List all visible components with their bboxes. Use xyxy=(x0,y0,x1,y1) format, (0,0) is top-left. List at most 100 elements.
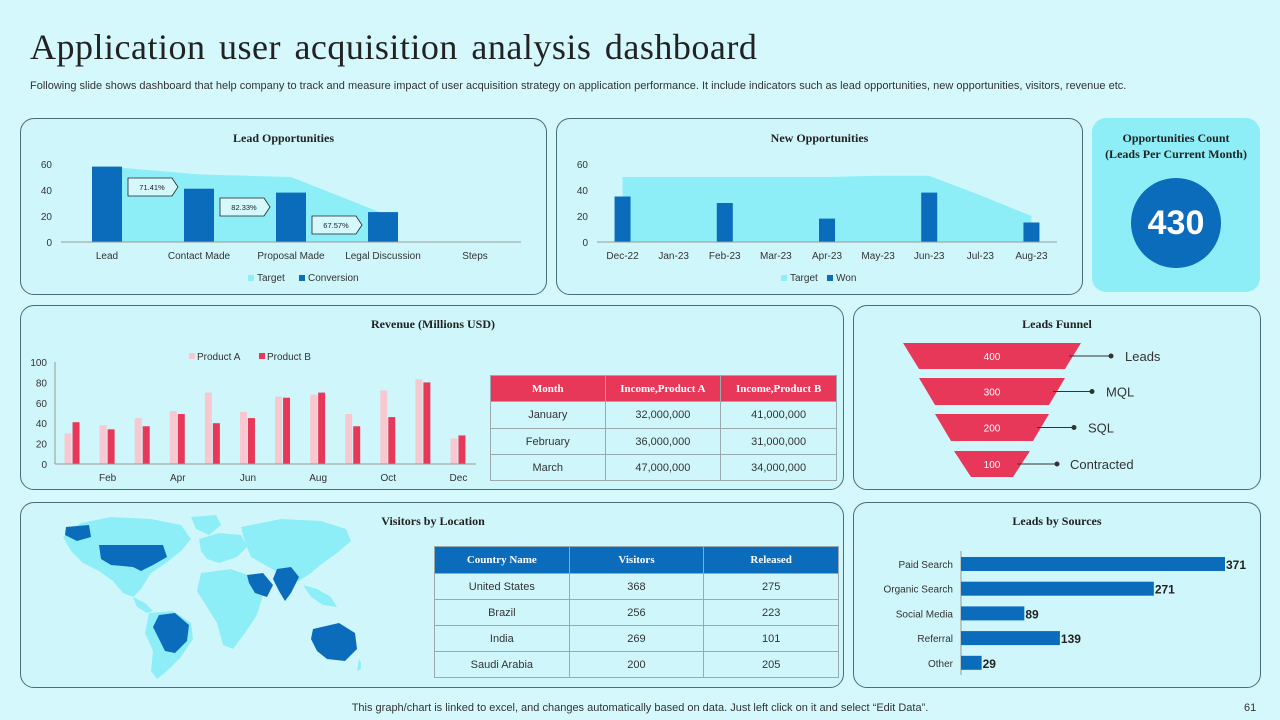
nz-shape xyxy=(357,659,361,671)
table-row: February 36,000,000 31,000,000 xyxy=(490,428,837,455)
leads-by-sources-panel: Leads by Sources Paid Search 371 Organic S… xyxy=(853,502,1261,688)
table-cell: January xyxy=(490,401,606,429)
source-bar xyxy=(961,557,1225,571)
y-tick-label: 0 xyxy=(41,460,47,471)
x-tick-label: Apr xyxy=(170,473,186,484)
x-tick-label: Jul-23 xyxy=(967,251,995,262)
x-tick-label: Jun xyxy=(240,473,256,484)
leads-funnel-chart: 400 Leads 300 MQL 200 SQL 100 Contracted xyxy=(903,343,1161,477)
source-value-label: 139 xyxy=(1061,632,1081,646)
table-cell: 41,000,000 xyxy=(720,401,837,429)
source-value-label: 371 xyxy=(1226,558,1246,572)
alaska-shape xyxy=(65,525,91,541)
x-tick-label: Steps xyxy=(462,251,488,262)
table-cell: 32,000,000 xyxy=(604,401,722,429)
x-tick-label: Dec-22 xyxy=(606,251,639,262)
source-value-label: 29 xyxy=(983,657,997,671)
conversion-bar xyxy=(276,192,306,242)
africa-shape xyxy=(197,569,263,649)
y-tick-label: Social Media xyxy=(896,609,954,620)
y-tick-label: 60 xyxy=(41,160,53,171)
footer-note: This graph/chart is linked to excel, and… xyxy=(351,702,929,714)
y-tick-label: 20 xyxy=(577,212,589,223)
funnel-stage-value: 100 xyxy=(984,460,1001,471)
lead-opportunities-panel: Lead Opportunities 0 20 40 60 Lead Contact Ma… xyxy=(20,118,547,295)
legend-swatch xyxy=(299,275,305,281)
x-tick-label: Proposal Made xyxy=(257,251,325,262)
legend-swatch xyxy=(189,353,195,359)
conversion-bar xyxy=(368,212,398,242)
product-b-bar xyxy=(72,422,80,464)
won-bar xyxy=(921,192,938,242)
table-cell: 269 xyxy=(568,625,705,652)
x-tick-label: Aug-23 xyxy=(1015,251,1048,262)
y-tick-label: 60 xyxy=(577,160,589,171)
table-cell: 200 xyxy=(568,651,705,678)
legend-swatch xyxy=(248,275,254,281)
product-b-bar xyxy=(177,414,185,464)
central-america-shape xyxy=(133,597,153,613)
source-value-label: 271 xyxy=(1155,583,1175,597)
x-tick-label: Aug xyxy=(309,473,327,484)
product-b-bar xyxy=(458,435,466,464)
page-title: Application user acquisition analysis da… xyxy=(30,27,758,67)
funnel-connector-dot xyxy=(1089,389,1095,394)
opportunities-count-value: 430 xyxy=(1131,178,1221,268)
opportunities-count-title: Opportunities Count (Leads Per Current M… xyxy=(1092,130,1260,162)
revenue-table-header: Month xyxy=(490,375,606,402)
funnel-stage-label: Contracted xyxy=(1070,457,1134,472)
table-row: March 47,000,000 34,000,000 xyxy=(490,454,837,481)
won-bar xyxy=(819,218,835,242)
visitors-title: Visitors by Location xyxy=(381,514,485,528)
revenue-chart: 0 20 40 60 80 100 Feb Apr Jun Aug Oct Dec Product A P… xyxy=(30,352,476,484)
x-tick-label: Oct xyxy=(381,473,397,484)
conversion-rate-arrow xyxy=(311,215,363,235)
funnel-connector-dot xyxy=(1071,425,1077,430)
conversion-rate-label: 82.33% xyxy=(231,203,257,212)
page-subtitle: Following slide shows dashboard that hel… xyxy=(30,80,1127,92)
funnel-stage xyxy=(903,343,1081,369)
table-cell: 275 xyxy=(703,573,839,600)
revenue-table-header: Income,Product B xyxy=(720,375,837,402)
conversion-rate-arrow xyxy=(219,197,271,217)
leads-funnel-title: Leads Funnel xyxy=(1022,317,1092,331)
y-tick-label: Organic Search xyxy=(884,585,953,596)
table-cell: 368 xyxy=(568,573,705,600)
legend-label: Target xyxy=(790,273,818,284)
visitors-table-header: Released xyxy=(703,546,839,574)
x-tick-label: Jun-23 xyxy=(914,251,945,262)
product-b-bar xyxy=(142,426,150,464)
brazil-shape xyxy=(153,613,189,653)
table-cell: March xyxy=(490,454,606,481)
table-cell: Saudi Arabia xyxy=(434,651,570,678)
se-asia-shape xyxy=(303,585,337,607)
x-tick-label: Jan-23 xyxy=(658,251,689,262)
conversion-rate-label: 71.41% xyxy=(139,183,165,192)
table-row: Brazil 256 223 xyxy=(434,599,839,626)
table-cell: 223 xyxy=(703,599,839,626)
product-a-bar xyxy=(169,410,177,464)
lead-opportunities-chart: 0 20 40 60 Lead Contact Made Proposal Made Lega… xyxy=(41,160,521,284)
product-a-bar xyxy=(275,396,283,464)
legend-swatch xyxy=(259,353,265,359)
x-tick-label: Apr-23 xyxy=(812,251,842,262)
legend-label: Product A xyxy=(197,352,241,363)
source-value-label: 89 xyxy=(1025,607,1039,621)
y-tick-label: 20 xyxy=(41,212,53,223)
funnel-stage xyxy=(919,378,1065,405)
x-tick-label: Feb xyxy=(99,473,117,484)
legend-label: Product B xyxy=(267,352,311,363)
product-a-bar xyxy=(415,379,423,464)
revenue-title: Revenue (Millions USD) xyxy=(371,317,495,331)
saudi-arabia-shape xyxy=(247,573,273,597)
product-a-bar xyxy=(310,394,318,464)
revenue-table: Month Income,Product A Income,Product B … xyxy=(490,375,837,481)
leads-by-sources-title: Leads by Sources xyxy=(1012,514,1102,528)
funnel-stage-value: 300 xyxy=(984,388,1001,399)
conversion-bar xyxy=(92,166,122,242)
product-b-bar xyxy=(318,392,326,464)
visitors-panel: Visitors by Location Country Name Visito… xyxy=(20,502,844,688)
product-a-bar xyxy=(380,390,388,464)
product-a-bar xyxy=(345,414,353,464)
legend-label: Conversion xyxy=(308,273,359,284)
